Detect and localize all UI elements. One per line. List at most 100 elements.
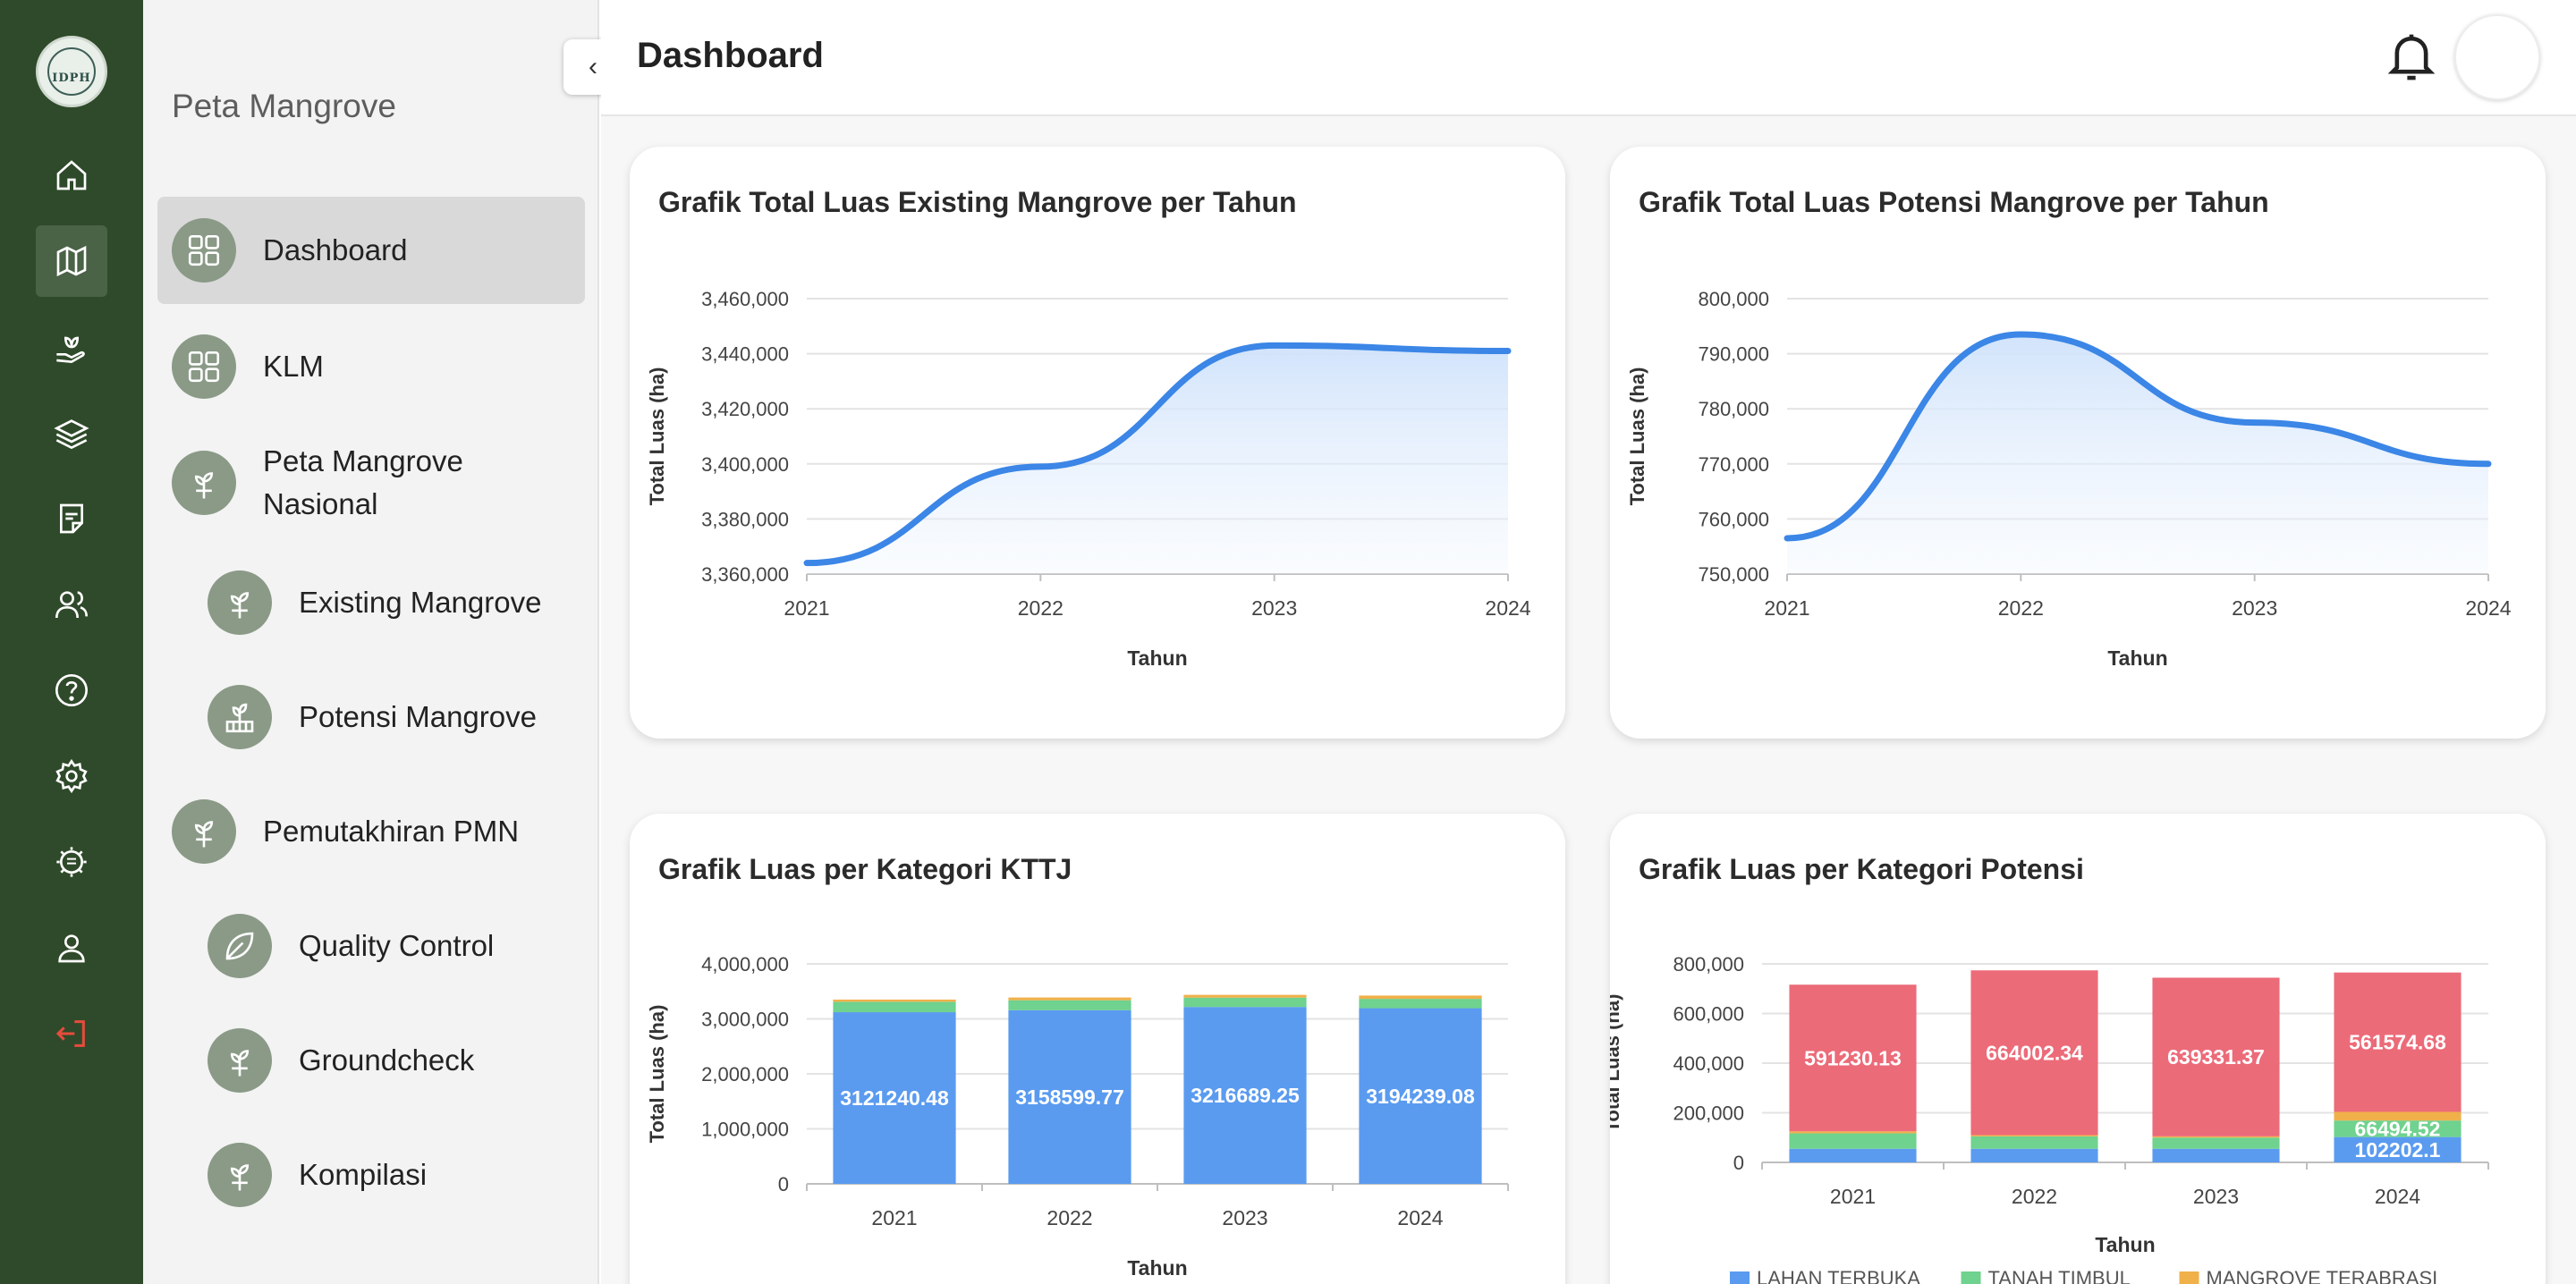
y-tick-label: 3,380,000	[701, 508, 789, 530]
bar-segment	[1789, 1133, 1917, 1149]
home-icon[interactable]	[36, 139, 107, 211]
bar-segment	[2334, 1120, 2462, 1137]
y-axis-label: Total Luas (ha)	[1626, 367, 1648, 506]
menu-item-label: Peta Mangrove Nasional	[263, 444, 463, 520]
data-point	[1271, 342, 1277, 349]
y-tick-label: 3,460,000	[701, 288, 789, 310]
sprout-box-icon	[208, 685, 272, 749]
chart-card-potensi-total: Grafik Total Luas Potensi Mangrove per T…	[1610, 147, 2546, 739]
grid-icon	[172, 334, 236, 399]
y-tick-label: 2,000,000	[701, 1063, 789, 1085]
menu-item-label: Quality Control	[299, 929, 495, 962]
bar-segment	[1970, 1148, 2098, 1162]
sprout-icon	[172, 451, 236, 515]
menu-item-label: Groundcheck	[299, 1043, 475, 1077]
legend-label: LAHAN TERBUKA	[1757, 1267, 1920, 1284]
icon-rail: IDPH	[0, 0, 143, 1284]
bar-segment	[833, 1001, 956, 1013]
existing-area-chart: 3,360,000 3,380,000 3,400,000 3,420,000 3,44…	[646, 288, 1531, 670]
y-tick-label: 800,000	[1698, 288, 1769, 310]
data-point	[804, 560, 809, 566]
menu-item-label: Existing Mangrove	[299, 586, 542, 619]
bar-segment	[1359, 1008, 1482, 1184]
menu-item-peta-mangrove-nasional[interactable]: Peta Mangrove Nasional	[157, 429, 585, 536]
x-tick-label: 2024	[1485, 596, 1530, 620]
x-tick-label: 2022	[2012, 1185, 2057, 1208]
menu-item-klm[interactable]: KLM	[157, 313, 585, 420]
data-label: 66494.52	[2355, 1117, 2441, 1140]
badge-icon[interactable]	[36, 826, 107, 898]
menu-item-kompilasi[interactable]: Kompilasi	[193, 1123, 585, 1227]
help-icon[interactable]	[36, 655, 107, 726]
x-tick-label: 2022	[1018, 596, 1063, 620]
y-tick-label: 770,000	[1698, 453, 1769, 476]
data-point	[1784, 535, 1790, 541]
y-tick-label: 200,000	[1673, 1102, 1744, 1125]
settings-icon[interactable]	[36, 740, 107, 812]
potensi-stacked-bar-chart: 0 200,000 400,000 600,000 800,000 Total Luas …	[1610, 953, 2489, 1284]
x-tick-label: 2024	[2465, 596, 2511, 620]
document-icon[interactable]	[36, 483, 107, 554]
y-tick-label: 750,000	[1698, 563, 1769, 586]
map-icon[interactable]	[36, 225, 107, 297]
x-tick-label: 2024	[2375, 1185, 2420, 1208]
bar-segment	[1789, 1131, 1917, 1134]
x-axis-label: Tahun	[1127, 646, 1187, 670]
y-tick-label: 0	[778, 1173, 789, 1195]
y-tick-label: 400,000	[1673, 1052, 1744, 1075]
bar-segment	[2334, 972, 2462, 1112]
legend-label: TANAH TIMBUL	[1988, 1267, 2131, 1284]
x-tick-label: 2021	[1764, 596, 1809, 620]
y-tick-label: 800,000	[1673, 953, 1744, 976]
menu-item-quality-control[interactable]: Quality Control	[193, 894, 585, 998]
menu-item-existing-mangrove[interactable]: Existing Mangrove	[193, 551, 585, 655]
user-icon[interactable]	[36, 912, 107, 984]
data-label: 561574.68	[2349, 1031, 2446, 1054]
leaf-icon	[208, 914, 272, 978]
menu-item-dashboard[interactable]: Dashboard	[157, 197, 585, 304]
layers-icon[interactable]	[36, 397, 107, 469]
y-axis-label: Total Luas (ha)	[646, 1005, 668, 1144]
data-label: 3121240.48	[840, 1086, 949, 1110]
x-tick-label: 2021	[1830, 1185, 1876, 1208]
chart-title: Grafik Luas per Kategori KTTJ	[658, 853, 1072, 885]
sprout-icon	[208, 570, 272, 635]
data-point	[2251, 419, 2258, 426]
logo-text: IDPH	[52, 72, 91, 85]
area-fill	[1787, 334, 2488, 574]
sprout-icon	[208, 1028, 272, 1093]
x-tick-label: 2021	[784, 596, 829, 620]
data-point	[1038, 463, 1044, 469]
y-tick-label: 3,400,000	[701, 453, 789, 476]
chart-title: Grafik Total Luas Existing Mangrove per …	[658, 186, 1297, 218]
menu-item-potensi-mangrove[interactable]: Potensi Mangrove	[193, 665, 585, 769]
grid-icon	[172, 218, 236, 283]
menu-item-groundcheck[interactable]: Groundcheck	[193, 1009, 585, 1112]
user-avatar[interactable]	[2454, 14, 2540, 100]
logo-emblem: IDPH	[47, 47, 96, 96]
menu-item-label: Kompilasi	[299, 1158, 428, 1191]
plant-hand-icon[interactable]	[36, 311, 107, 383]
bar-segment	[2334, 1111, 2462, 1121]
sprout-icon	[208, 1143, 272, 1207]
bar-segment	[2152, 1137, 2280, 1149]
app-logo[interactable]: IDPH	[36, 36, 107, 107]
series-line	[803, 342, 1512, 567]
x-tick-label: 2023	[2193, 1185, 2239, 1208]
y-axis-label: Total Luas (ha)	[646, 367, 668, 506]
y-tick-label: 760,000	[1698, 508, 1769, 530]
data-label: 664002.34	[1986, 1041, 2083, 1064]
bar-segment	[2152, 1148, 2280, 1162]
x-axis-label: Tahun	[2107, 646, 2167, 670]
notification-bell-icon[interactable]	[2386, 30, 2436, 84]
bar-segment	[1183, 994, 1307, 998]
legend-swatch	[1730, 1271, 1750, 1284]
menu-item-pemutakhiran-pmn[interactable]: Pemutakhiran PMN	[157, 778, 585, 885]
chart-title: Grafik Luas per Kategori Potensi	[1639, 853, 2084, 885]
legend-swatch	[2179, 1271, 2199, 1284]
users-icon[interactable]	[36, 569, 107, 640]
potensi-area-chart: 750,000 760,000 770,000 780,000 790,000 800,0…	[1626, 288, 2512, 670]
logout-icon[interactable]	[36, 998, 107, 1069]
sprout-icon	[172, 799, 236, 864]
